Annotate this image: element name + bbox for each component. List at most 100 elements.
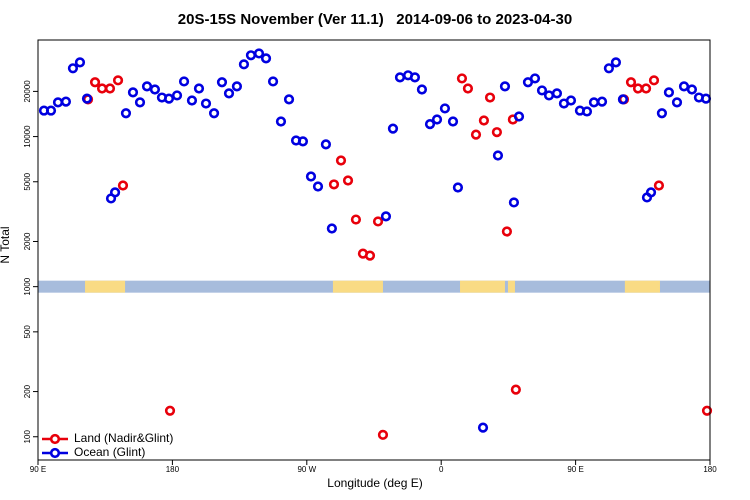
markers bbox=[38, 48, 713, 440]
plot-frame bbox=[37, 39, 711, 461]
marker bbox=[60, 96, 72, 107]
x-tick-label: 180 bbox=[703, 465, 717, 474]
y-tick-label: 200 bbox=[23, 384, 32, 398]
marker bbox=[686, 84, 698, 95]
marker bbox=[439, 103, 451, 114]
marker bbox=[678, 81, 690, 92]
marker bbox=[231, 81, 243, 92]
marker bbox=[223, 88, 235, 99]
marker bbox=[186, 95, 198, 106]
y-tick-label: 1000 bbox=[23, 277, 32, 295]
marker bbox=[477, 422, 489, 433]
marker bbox=[297, 136, 309, 147]
marker bbox=[470, 129, 482, 140]
marker bbox=[200, 98, 212, 109]
legend-marker bbox=[49, 447, 61, 459]
marker bbox=[149, 84, 161, 95]
marker bbox=[447, 116, 459, 127]
marker bbox=[671, 97, 683, 108]
legend-marker bbox=[49, 433, 61, 445]
marker bbox=[364, 250, 376, 261]
marker bbox=[656, 108, 668, 119]
land-span bbox=[85, 280, 126, 293]
ticks: 90 E 180 90 W 0 90 E 180 100 200 500 1000 2000 5000… bbox=[23, 80, 717, 474]
x-tick-label: 90 E bbox=[567, 465, 583, 474]
y-tick-label: 100 bbox=[23, 430, 32, 444]
marker bbox=[253, 48, 265, 59]
marker bbox=[260, 53, 272, 64]
marker bbox=[89, 77, 101, 88]
y-axis-label: N Total bbox=[0, 226, 12, 263]
marker bbox=[320, 139, 332, 150]
y-tick-label: 500 bbox=[23, 325, 32, 339]
marker bbox=[67, 63, 79, 74]
marker bbox=[120, 108, 132, 119]
marker bbox=[416, 84, 428, 95]
marker bbox=[492, 150, 504, 161]
y-tick-label: 2000 bbox=[23, 232, 32, 250]
land-span bbox=[507, 280, 515, 293]
marker bbox=[617, 94, 629, 105]
x-tick-label: 180 bbox=[166, 465, 180, 474]
marker bbox=[581, 106, 593, 117]
marker bbox=[163, 93, 175, 104]
legend: Land (Nadir&Glint)Ocean (Glint) bbox=[42, 431, 173, 459]
marker bbox=[484, 92, 496, 103]
marker bbox=[424, 119, 436, 130]
surface-strip bbox=[38, 280, 710, 293]
marker bbox=[377, 429, 389, 440]
marker bbox=[640, 83, 652, 94]
marker bbox=[409, 72, 421, 83]
marker bbox=[45, 105, 57, 116]
marker bbox=[216, 77, 228, 88]
marker bbox=[81, 93, 93, 104]
marker bbox=[335, 155, 347, 166]
marker bbox=[663, 87, 675, 98]
marker bbox=[238, 59, 250, 70]
marker bbox=[653, 180, 665, 191]
marker bbox=[513, 111, 525, 122]
marker bbox=[478, 115, 490, 126]
marker bbox=[462, 83, 474, 94]
y-tick-label: 10000 bbox=[23, 125, 32, 148]
marker bbox=[326, 223, 337, 234]
marker bbox=[117, 180, 129, 191]
marker bbox=[625, 77, 637, 88]
marker bbox=[387, 123, 399, 134]
marker bbox=[109, 187, 121, 198]
land-span bbox=[624, 280, 660, 293]
marker bbox=[501, 226, 513, 237]
marker bbox=[127, 87, 139, 98]
legend-label: Land (Nadir&Glint) bbox=[74, 431, 173, 445]
marker bbox=[193, 83, 205, 94]
marker bbox=[350, 214, 362, 225]
x-tick-label: 90 W bbox=[297, 465, 316, 474]
marker bbox=[551, 88, 563, 99]
y-tick-label: 5000 bbox=[23, 172, 32, 190]
marker bbox=[603, 63, 615, 74]
marker bbox=[510, 384, 521, 395]
marker bbox=[342, 175, 354, 186]
land-span bbox=[460, 280, 505, 293]
marker bbox=[141, 81, 153, 92]
marker bbox=[380, 211, 392, 222]
marker bbox=[431, 114, 443, 125]
marker bbox=[610, 57, 622, 68]
marker bbox=[491, 127, 503, 138]
marker bbox=[499, 81, 511, 92]
marker bbox=[701, 405, 713, 416]
x-tick-label: 0 bbox=[439, 465, 444, 474]
marker bbox=[508, 197, 520, 208]
marker bbox=[328, 179, 340, 190]
marker bbox=[312, 181, 324, 192]
x-axis-label: Longitude (deg E) bbox=[327, 476, 422, 490]
marker bbox=[648, 75, 660, 86]
chart-title: 20S-15S November (Ver 11.1) 2014-09-06 t… bbox=[178, 11, 572, 28]
marker bbox=[208, 108, 220, 119]
marker bbox=[372, 216, 384, 227]
marker bbox=[536, 85, 548, 96]
marker bbox=[529, 73, 541, 84]
marker bbox=[178, 76, 190, 87]
